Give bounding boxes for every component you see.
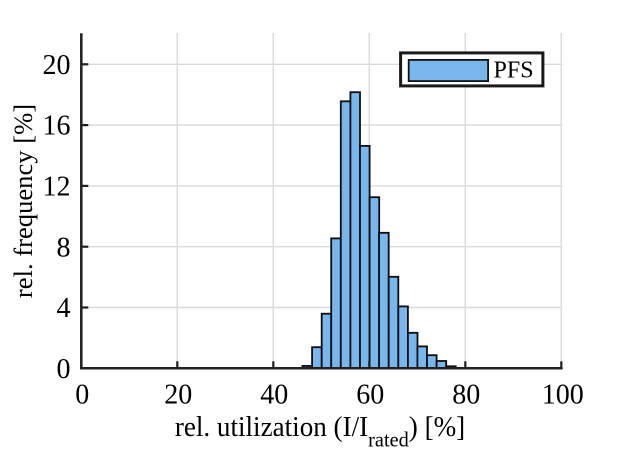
svg-text:20: 20 bbox=[164, 380, 192, 411]
svg-text:0: 0 bbox=[57, 354, 71, 385]
svg-text:0: 0 bbox=[75, 380, 89, 411]
svg-text:8: 8 bbox=[57, 232, 71, 263]
svg-text:rel. frequency [%]: rel. frequency [%] bbox=[8, 104, 38, 298]
svg-text:80: 80 bbox=[452, 380, 480, 411]
svg-text:PFS: PFS bbox=[494, 58, 534, 84]
svg-text:60: 60 bbox=[356, 380, 384, 411]
svg-text:20: 20 bbox=[43, 50, 71, 81]
svg-text:12: 12 bbox=[43, 172, 71, 203]
svg-text:16: 16 bbox=[43, 111, 71, 142]
svg-text:4: 4 bbox=[57, 293, 71, 324]
svg-text:100: 100 bbox=[542, 380, 584, 411]
svg-text:40: 40 bbox=[260, 380, 288, 411]
